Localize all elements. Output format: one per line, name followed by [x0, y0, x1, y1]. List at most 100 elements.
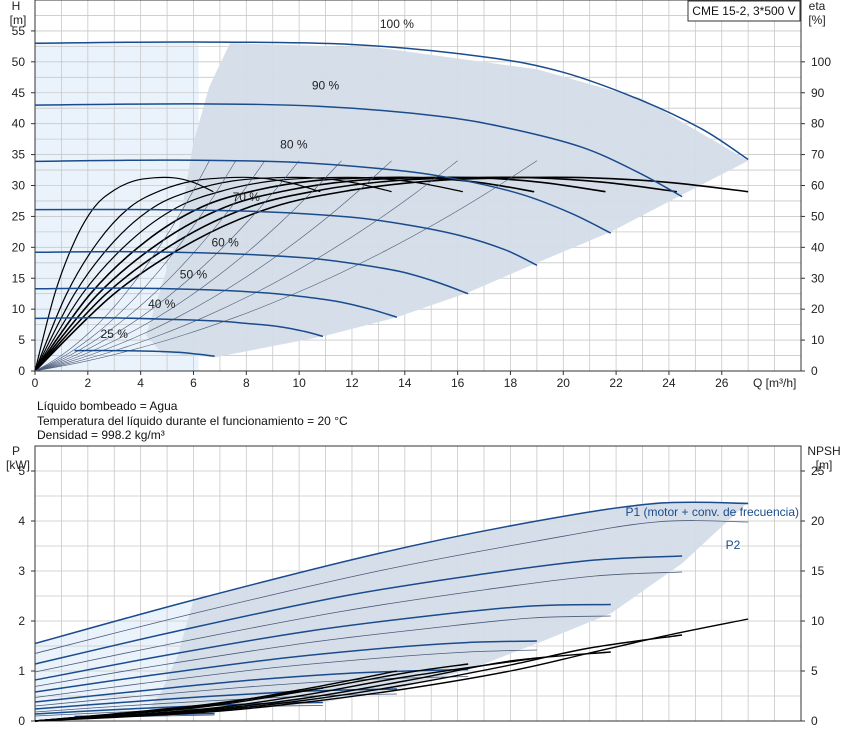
- npsh-curve: [34, 634, 683, 722]
- efficiency-curve: [34, 176, 464, 372]
- h-axis-label: H: [12, 0, 21, 13]
- p-axis-label: P: [12, 444, 20, 458]
- thin-helper-curve: [34, 160, 236, 372]
- top-right-tick-label: 100: [811, 55, 831, 69]
- p1-curve: [34, 501, 749, 645]
- bottom-left-tick-label: 0: [18, 714, 25, 728]
- top-left-tick-label: 20: [12, 240, 26, 254]
- x-tick-label: 14: [398, 376, 412, 390]
- efficiency-curve: [34, 176, 321, 372]
- speed-curve-label: 100 %: [380, 17, 414, 31]
- top-right-tick-label: 90: [811, 86, 825, 100]
- x-tick-label: 4: [137, 376, 144, 390]
- top-left-tick-label: 45: [12, 86, 26, 100]
- bottom-right-tick-label: 0: [811, 714, 818, 728]
- speed-curve: [34, 287, 398, 318]
- p1-curve-label: P1 (motor + conv. de frecuencia): [625, 505, 799, 519]
- pump-model-box-frame: [687, 0, 801, 22]
- bottom-right-tick-label: 5: [811, 664, 818, 678]
- x-tick-label: 22: [609, 376, 623, 390]
- x-tick-label: 6: [190, 376, 197, 390]
- pump-model-label: CME 15-2, 3*500 V: [692, 4, 795, 18]
- top-left-tick-label: 15: [12, 271, 26, 285]
- npsh-axis-unit: [m]: [816, 458, 833, 472]
- thin-helper-curve: [34, 160, 458, 372]
- bottom-left-tick-label: 1: [18, 664, 25, 678]
- bottom-left-tick-label: 3: [18, 564, 25, 578]
- x-tick-label: 0: [32, 376, 39, 390]
- p1-curve: [34, 668, 469, 703]
- bottom-left-tick-label: 2: [18, 614, 25, 628]
- top-right-tick-label: 30: [811, 271, 825, 285]
- speed-curve-label: 25 %: [101, 327, 129, 341]
- speed-curve: [34, 103, 683, 198]
- note-temperature: Temperatura del líquido durante el funci…: [37, 414, 348, 428]
- p2-curve-label: P2: [726, 538, 741, 552]
- bottom-right-tick-label: 25: [811, 464, 825, 478]
- npsh-axis-label: NPSH: [807, 444, 840, 458]
- speed-curve-label: 50 %: [180, 267, 208, 281]
- npsh-curve: [34, 657, 538, 722]
- speed-curve: [34, 250, 469, 295]
- bottom-right-tick-label: 15: [811, 564, 825, 578]
- thin-helper-curve: [34, 160, 210, 372]
- npsh-curve: [34, 704, 215, 722]
- x-tick-label: 26: [715, 376, 729, 390]
- bottom-left-tick-label: 5: [18, 464, 25, 478]
- x-tick-label: 20: [557, 376, 571, 390]
- speed-curve-label: 70 %: [233, 190, 261, 204]
- h-axis-unit: [m]: [10, 13, 27, 27]
- speed-curve-label: 60 %: [211, 236, 239, 250]
- top-right-tick-label: 70: [811, 148, 825, 162]
- top-left-tick-label: 25: [12, 209, 26, 223]
- top-left-tick-label: 55: [12, 24, 26, 38]
- eta-axis-label: eta: [809, 0, 826, 13]
- top-right-tick-label: 0: [811, 364, 818, 378]
- efficiency-curve: [34, 176, 214, 372]
- p1-curve: [34, 640, 537, 693]
- thin-helper-curve: [34, 160, 538, 372]
- top-left-tick-label: 35: [12, 148, 26, 162]
- speed-curve: [74, 349, 215, 357]
- thin-helper-curve: [34, 160, 392, 372]
- p2-curve: [34, 571, 683, 673]
- p2-curve: [34, 649, 537, 698]
- top-left-tick-label: 30: [12, 179, 26, 193]
- bottom-left-tick-label: 4: [18, 514, 25, 528]
- top-right-tick-label: 80: [811, 117, 825, 131]
- top-left-tick-label: 50: [12, 55, 26, 69]
- speed-curve: [34, 208, 538, 266]
- pump-model-box: CME 15-2, 3*500 V: [687, 0, 801, 22]
- p2-curve: [34, 676, 469, 707]
- bottom-plot-frame: [34, 445, 802, 722]
- speed-curve: [34, 317, 324, 338]
- top-right-tick-label: 10: [811, 333, 825, 347]
- x-tick-label: 8: [243, 376, 250, 390]
- p2-curve: [34, 615, 611, 687]
- top-operating-area: [35, 42, 749, 358]
- speed-curve-label: 80 %: [280, 137, 308, 151]
- top-left-tick-label: 40: [12, 117, 26, 131]
- bottom-right-tick-label: 10: [811, 614, 825, 628]
- bottom-right-tick-label: 20: [811, 514, 825, 528]
- thin-helper-curve: [34, 160, 266, 372]
- efficiency-curve: [34, 176, 678, 372]
- speed-curve: [34, 159, 612, 234]
- eta-axis-unit: [%]: [808, 13, 825, 27]
- top-left-tick-label: 10: [12, 302, 26, 316]
- x-axis-label: Q [m³/h]: [753, 376, 796, 390]
- x-tick-label: 10: [292, 376, 306, 390]
- bottom-operating-area: [145, 502, 749, 714]
- p-axis-unit: [kW]: [6, 458, 30, 472]
- top-left-tick-label: 0: [18, 364, 25, 378]
- p1-curve: [34, 555, 683, 665]
- x-tick-label: 18: [504, 376, 518, 390]
- speed-curve: [34, 41, 749, 161]
- speed-curve-label: 90 %: [312, 79, 340, 93]
- x-tick-label: 16: [451, 376, 465, 390]
- thin-helper-curve: [34, 160, 300, 372]
- p1-curve: [34, 688, 397, 710]
- p2-curve: [34, 520, 749, 654]
